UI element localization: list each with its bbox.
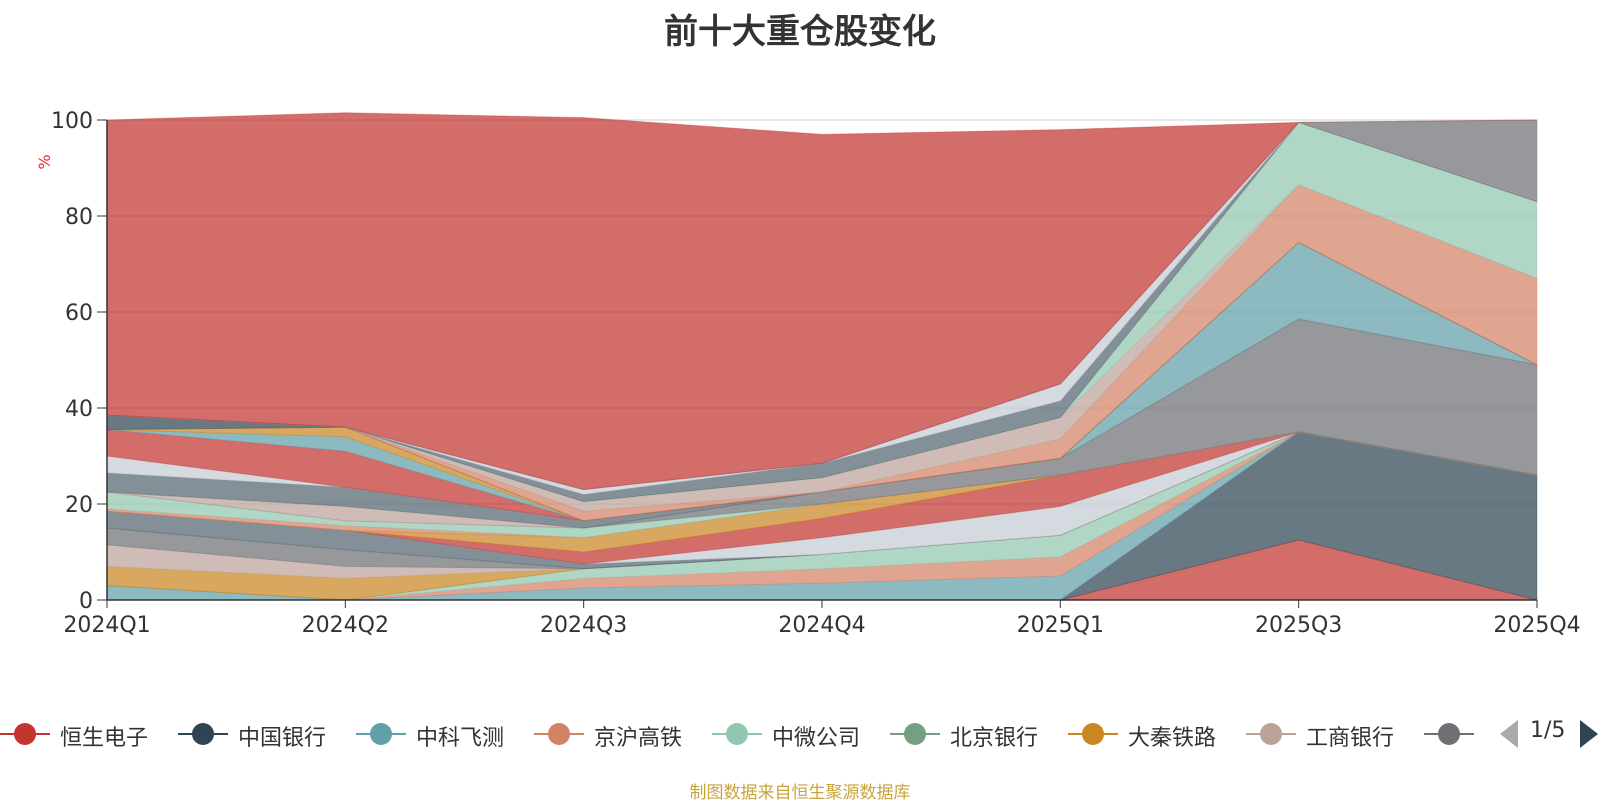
legend-label: 工商银行 xyxy=(1306,726,1395,751)
source-note: 制图数据来自恒生聚源数据库 xyxy=(689,783,911,803)
legend-dot-icon xyxy=(14,723,36,745)
stacked-area-chart: 0 20 40 60 80 100 2024Q1 2024Q2 2024Q3 2024Q4 2025… xyxy=(35,109,1581,638)
area-layer xyxy=(106,112,1538,601)
y-tick-label: 80 xyxy=(65,205,93,230)
legend-dot-icon xyxy=(1260,723,1282,745)
axis-layer: 0 20 40 60 80 100 2024Q1 2024Q2 2024Q3 2024Q4 2025… xyxy=(51,109,1581,638)
legend-pager: 1/5 xyxy=(1500,714,1600,754)
legend-label: 中科飞测 xyxy=(416,726,505,751)
x-tick-label: 2025Q4 xyxy=(1493,613,1580,638)
y-tick-label: 60 xyxy=(65,301,93,326)
legend-label: 恒生电子 xyxy=(60,726,149,751)
legend-dot-icon xyxy=(370,723,392,745)
legend-item[interactable]: 京沪高铁 xyxy=(534,714,708,754)
area-series-16[interactable] xyxy=(106,318,1538,529)
y-tick-label: 100 xyxy=(51,109,93,134)
x-tick-label: 2025Q3 xyxy=(1255,613,1342,638)
legend: 恒生电子 中国银行 中科飞测 京沪高铁 中微公司 北京银行 大秦铁路 工商银行 中信银行 xyxy=(0,714,1480,754)
x-tick-label: 2024Q4 xyxy=(778,613,865,638)
legend-label: 京沪高铁 xyxy=(594,726,683,751)
area-series-30[interactable] xyxy=(106,112,1538,491)
y-axis-label: % xyxy=(35,154,54,169)
x-tick-label: 2024Q3 xyxy=(540,613,627,638)
area-series-26[interactable] xyxy=(106,121,1538,503)
legend-dot-icon xyxy=(726,723,748,745)
y-tick-label: 0 xyxy=(79,589,93,614)
x-tick-label: 2024Q2 xyxy=(302,613,389,638)
legend-label: 大秦铁路 xyxy=(1128,726,1217,751)
y-tick-label: 20 xyxy=(65,493,93,518)
legend-dot-icon xyxy=(548,723,570,745)
legend-label: 中国银行 xyxy=(238,726,327,751)
legend-item[interactable]: 大秦铁路 xyxy=(1068,714,1242,754)
next-page-icon[interactable] xyxy=(1580,720,1598,748)
legend-item[interactable]: 中微公司 xyxy=(712,714,886,754)
legend-item[interactable]: 中国银行 xyxy=(178,714,352,754)
prev-page-icon[interactable] xyxy=(1500,720,1518,748)
legend-dot-icon xyxy=(192,723,214,745)
legend-item[interactable]: 工商银行 xyxy=(1246,714,1420,754)
legend-label: 中微公司 xyxy=(772,726,861,751)
legend-item[interactable]: 恒生电子 xyxy=(0,714,174,754)
legend-dot-icon xyxy=(1438,723,1460,745)
legend-label: 北京银行 xyxy=(950,726,1039,751)
y-tick-label: 40 xyxy=(65,397,93,422)
x-tick-label: 2024Q1 xyxy=(63,613,150,638)
chart-title: 前十大重仓股变化 xyxy=(664,12,936,52)
x-tick-label: 2025Q1 xyxy=(1017,613,1104,638)
legend-dot-icon xyxy=(1082,723,1104,745)
page-indicator: 1/5 xyxy=(1530,718,1566,743)
legend-item[interactable]: 中信银行 xyxy=(1424,714,1480,754)
legend-dot-icon xyxy=(904,723,926,745)
legend-item[interactable]: 中科飞测 xyxy=(356,714,530,754)
legend-item[interactable]: 北京银行 xyxy=(890,714,1064,754)
area-series-29[interactable] xyxy=(106,119,1538,491)
